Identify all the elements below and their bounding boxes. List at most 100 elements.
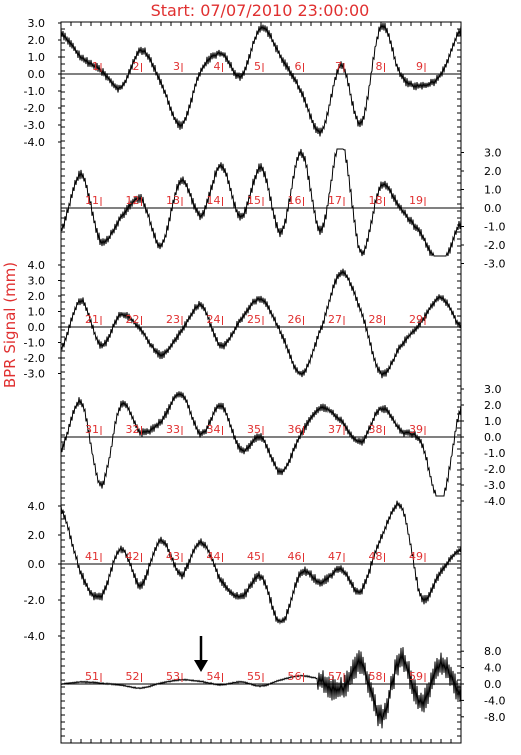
day-marker-label: 18 bbox=[369, 194, 383, 207]
y-tick-label: -1.0 bbox=[24, 85, 45, 98]
y-tick-label: -4.0 bbox=[24, 136, 45, 149]
day-marker-label: 55 bbox=[247, 670, 261, 683]
y-tick-label: -4.0 bbox=[24, 630, 45, 643]
y-tick-label: 1.0 bbox=[484, 415, 502, 428]
day-marker-label: 22 bbox=[126, 313, 140, 326]
y-tick-label: -1.0 bbox=[484, 447, 505, 460]
arrow-down-icon-head bbox=[194, 660, 208, 672]
plot-area: 3.02.01.00.0-1.0-2.0-3.0-4.01 2 3 4 5 6 7 8 93.0… bbox=[24, 17, 505, 744]
day-marker-label: 35 bbox=[247, 423, 261, 436]
day-marker-label: 7 bbox=[335, 60, 342, 73]
day-marker-label: 52 bbox=[126, 670, 140, 683]
day-marker-label: 2 bbox=[133, 60, 140, 73]
day-marker-label: 46 bbox=[288, 550, 302, 563]
y-tick-label: 0.0 bbox=[484, 678, 502, 691]
y-tick-label: -1.0 bbox=[484, 221, 505, 234]
day-marker-label: 17 bbox=[328, 194, 342, 207]
y-tick-label: 1.0 bbox=[484, 184, 502, 197]
day-marker-label: 34 bbox=[207, 423, 221, 436]
y-tick-label: 3.0 bbox=[484, 383, 502, 396]
chart-title: Start: 07/07/2010 23:00:00 bbox=[151, 1, 370, 20]
y-tick-label: 2.0 bbox=[484, 165, 502, 178]
y-tick-label: 0.0 bbox=[484, 202, 502, 215]
y-tick-label: 4.0 bbox=[28, 259, 46, 272]
y-tick-label: 4.0 bbox=[484, 662, 502, 675]
y-tick-label: 3.0 bbox=[28, 275, 46, 288]
day-marker-label: 37 bbox=[328, 423, 342, 436]
day-marker-label: 47 bbox=[328, 550, 342, 563]
day-marker-label: 12 bbox=[126, 194, 140, 207]
y-tick-label: 8.0 bbox=[484, 645, 502, 658]
day-marker-label: 48 bbox=[369, 550, 383, 563]
day-marker-label: 8 bbox=[376, 60, 383, 73]
day-marker-label: 3 bbox=[173, 60, 180, 73]
bpr-trace-row-5 bbox=[60, 500, 462, 625]
y-tick-label: -4.0 bbox=[484, 495, 505, 508]
day-marker-label: 31 bbox=[85, 423, 99, 436]
day-marker-label: 29 bbox=[409, 313, 423, 326]
day-marker-label: 59 bbox=[409, 670, 423, 683]
y-axis-label: BPR Signal (mm) bbox=[1, 262, 19, 388]
day-marker-label: 53 bbox=[166, 670, 180, 683]
bpr-trace-row-3 bbox=[60, 268, 462, 379]
day-marker-label: 33 bbox=[166, 423, 180, 436]
y-tick-label: -2.0 bbox=[24, 102, 45, 115]
y-tick-label: -3.0 bbox=[24, 368, 45, 381]
y-tick-label: -2.0 bbox=[24, 352, 45, 365]
y-tick-label: -2.0 bbox=[484, 239, 505, 252]
y-tick-label: 2.0 bbox=[28, 529, 46, 542]
y-tick-label: -3.0 bbox=[484, 479, 505, 492]
day-marker-label: 41 bbox=[85, 550, 99, 563]
y-tick-label: 0.0 bbox=[484, 431, 502, 444]
y-tick-label: 2.0 bbox=[28, 34, 46, 47]
y-tick-label: 0.0 bbox=[28, 68, 46, 81]
y-tick-label: -1.0 bbox=[24, 337, 45, 350]
day-marker-label: 56 bbox=[288, 670, 302, 683]
day-marker-label: 36 bbox=[288, 423, 302, 436]
day-marker-label: 39 bbox=[409, 423, 423, 436]
day-marker-label: 25 bbox=[247, 313, 261, 326]
day-marker-label: 14 bbox=[207, 194, 221, 207]
y-tick-label: -3.0 bbox=[484, 258, 505, 271]
bpr-trace-row-6 bbox=[60, 647, 462, 729]
day-marker-label: 45 bbox=[247, 550, 261, 563]
day-marker-label: 23 bbox=[166, 313, 180, 326]
day-marker-label: 19 bbox=[409, 194, 423, 207]
day-marker-label: 49 bbox=[409, 550, 423, 563]
day-marker-label: 28 bbox=[369, 313, 383, 326]
day-marker-label: 11 bbox=[85, 194, 99, 207]
y-tick-label: 3.0 bbox=[484, 147, 502, 160]
day-marker-label: 21 bbox=[85, 313, 99, 326]
y-tick-label: -8.0 bbox=[484, 711, 505, 724]
y-tick-label: 2.0 bbox=[28, 290, 46, 303]
y-tick-label: 2.0 bbox=[484, 399, 502, 412]
day-marker-label: 27 bbox=[328, 313, 342, 326]
day-marker-label: 16 bbox=[288, 194, 302, 207]
day-marker-label: 6 bbox=[295, 60, 302, 73]
plot-frame bbox=[60, 21, 462, 744]
day-marker-label: 51 bbox=[85, 670, 99, 683]
y-tick-label: -4.0 bbox=[484, 694, 505, 707]
bpr-trace-row-1 bbox=[60, 22, 462, 137]
day-marker-label: 58 bbox=[369, 670, 383, 683]
y-tick-label: 0.0 bbox=[28, 558, 46, 571]
y-tick-label: 4.0 bbox=[28, 500, 46, 513]
day-marker-label: 42 bbox=[126, 550, 140, 563]
day-marker-label: 5 bbox=[254, 60, 261, 73]
day-marker-label: 9 bbox=[416, 60, 423, 73]
day-marker-label: 15 bbox=[247, 194, 261, 207]
day-marker-label: 4 bbox=[214, 60, 221, 73]
day-marker-label: 44 bbox=[207, 550, 221, 563]
y-tick-label: -2.0 bbox=[484, 463, 505, 476]
day-marker-label: 13 bbox=[166, 194, 180, 207]
bpr-trace-row-2 bbox=[60, 148, 462, 257]
y-tick-label: 1.0 bbox=[28, 306, 46, 319]
y-tick-label: -2.0 bbox=[24, 594, 45, 607]
y-tick-label: 3.0 bbox=[28, 17, 46, 30]
day-marker-label: 32 bbox=[126, 423, 140, 436]
day-marker-label: 1 bbox=[92, 60, 99, 73]
day-marker-label: 38 bbox=[369, 423, 383, 436]
day-marker-label: 43 bbox=[166, 550, 180, 563]
y-tick-label: -3.0 bbox=[24, 119, 45, 132]
